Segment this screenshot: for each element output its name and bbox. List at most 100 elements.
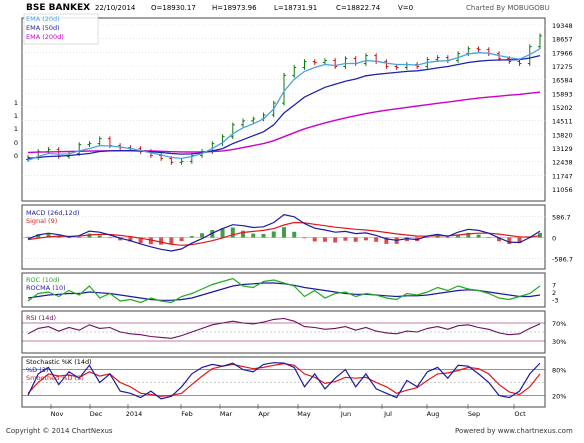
price-tick-label: 17275 [552,63,573,71]
macd-histogram-bar [507,237,512,245]
macd-tick-label: 0 [552,235,556,243]
powered-by-label: Powered by www.chartnexus.com [455,427,573,435]
macd-histogram-bar [66,237,71,239]
ema50-line [27,54,541,160]
macd-histogram-bar [343,237,348,241]
macd-histogram-bar [486,237,491,239]
x-tick-label: Jun [340,410,351,418]
ema20-line [27,48,541,162]
macd-histogram-bar [107,237,112,239]
price-tick-label: 15202 [552,104,573,112]
low-value: L=18731.91 [274,4,317,12]
macd-histogram-bar [46,233,51,238]
macd-histogram-bar [312,237,317,242]
copyright-label: Copyright © 2014 ChartNexus [6,427,113,435]
x-tick-label: 2014 [126,410,143,418]
price-legend-box [23,13,99,45]
roc-legend-entry: ROC (10d) [26,276,60,284]
roc-tick-label: 2 [552,289,556,297]
macd-histogram-bar [425,237,430,239]
high-value: H=18973.96 [212,4,257,12]
macd-tick-label: -586.7 [552,255,573,263]
rocma-line [27,282,541,301]
price-left-label: 1 [14,99,18,107]
close-value: C=18822.74 [336,4,381,12]
price-tick-label: 11747 [552,172,573,180]
macd-line [27,214,541,252]
macd-histogram-bar [56,236,61,238]
macd-histogram-bar [353,237,358,242]
price-legend-entry: EMA (200d) [26,33,64,41]
price-legend-entry: EMA (20d) [26,15,60,23]
macd-histogram-bar [363,237,368,241]
macd-histogram-bar [322,237,327,242]
price-left-label: 1 [14,125,18,133]
price-tick-label: 16584 [552,77,573,85]
price-tick-label: 12438 [552,159,573,167]
macd-histogram-bar [374,237,379,242]
macd-histogram-bar [384,237,389,244]
rsi-line [27,317,541,339]
price-tick-label: 14511 [552,118,573,126]
macd-histogram-bar [179,237,184,242]
macd-histogram-bar [517,237,522,244]
roc-legend-entry: ROCMA (10) [26,284,66,292]
stochastic-legend-entry: %D (3) [26,366,48,374]
price-tick-label: 15893 [552,90,573,98]
macd-histogram-bar [159,237,164,245]
axis-labels: 19348 18657 17966 17275 16584 15893 15202 14511… [14,13,573,418]
price-tick-label: 11056 [552,186,573,194]
rsi-tick-label: 30% [552,338,566,346]
macd-histogram-bar [497,237,502,242]
macd-histogram-bar [169,237,174,245]
macd-histogram-bar [251,233,256,238]
stochastic-tick-label: 20% [552,392,566,400]
macd-histogram-bar [128,237,133,242]
macd-histogram-bar [333,237,338,243]
x-tick-label: May [297,410,311,418]
stochastic-k-line [27,362,541,400]
macd-legend-entry: MACD (26d,12d) [26,209,79,217]
symbol-title: BSE BANKEX [26,3,90,13]
price-tick-label: 18657 [552,36,573,44]
price-panel [21,17,546,202]
price-legend-entry: EMA (50d) [26,24,60,32]
macd-histogram-bar [292,231,297,238]
price-left-label: 0 [14,152,18,160]
macd-histogram-bar [118,237,123,241]
macd-histogram-bar [148,237,153,245]
macd-histogram-bar [466,232,471,238]
x-tick-label: Apr [258,410,270,418]
roc-line [27,277,541,304]
x-tick-label: Dec [90,410,103,418]
roc-tick-label: -3 [552,297,558,305]
price-tick-label: 13129 [552,145,573,153]
rsi-legend-entry: RSI (14d) [26,314,56,322]
macd-histogram-bar [241,230,246,238]
series-layer [26,33,542,400]
price-left-label: 0 [14,139,18,147]
open-value: O=18930.17 [151,4,196,12]
macd-histogram-bar [456,234,461,238]
price-tick-label: 19348 [552,22,573,30]
macd-histogram-bar [271,231,276,238]
macd-histogram-bar [220,228,225,238]
macd-histogram-bar [302,237,307,239]
macd-histogram-bar [189,236,194,238]
macd-histogram-bar [261,233,266,238]
macd-histogram-bar [138,237,143,244]
macd-histogram-bar [282,227,286,238]
macd-histogram-bar [445,237,450,239]
roc-tick-label: 7 [552,282,556,290]
macd-histogram-bar [230,227,235,238]
stochastic-tick-label: 80% [552,367,566,375]
rsi-tick-label: 70% [552,320,566,328]
stochastic-legend-entry: Smoothed %D (3) [26,374,84,382]
macd-tick-label: 586.7 [552,214,571,222]
macd-histogram-bar [404,237,409,242]
price-left-label: 1 [14,112,18,120]
x-tick-label: Feb [181,410,193,418]
macd-histogram-bar [200,233,205,238]
macd-legend-entry: Signal (9) [26,217,57,225]
